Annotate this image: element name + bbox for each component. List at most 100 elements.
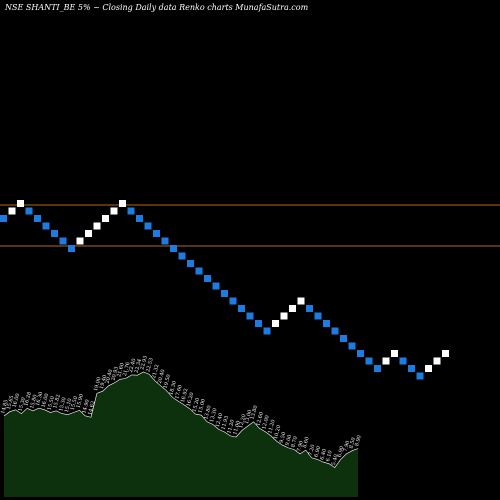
- renko-brick-down: [365, 357, 373, 365]
- volume-data-label: 16.30: [35, 391, 45, 406]
- volume-data-label: 19.00: [93, 377, 103, 392]
- volume-data-label: 14.85: [0, 399, 10, 414]
- renko-brick-down: [229, 297, 237, 305]
- renko-brick-down: [255, 320, 262, 327]
- volume-data-label: 6.10: [325, 450, 334, 462]
- renko-brick-down: [357, 350, 364, 357]
- renko-brick-up: [433, 357, 441, 365]
- volume-data-label: 6.40: [319, 448, 328, 460]
- volume-data-label: 21.76: [122, 362, 132, 377]
- volume-data-label: 11.93: [221, 415, 231, 430]
- renko-brick-down: [178, 252, 186, 260]
- volume-data-label: 9.00: [285, 434, 294, 446]
- renko-brick-up: [85, 230, 92, 237]
- volume-data-label: 13.80: [203, 405, 213, 420]
- volume-data-label: 22.53: [145, 357, 155, 372]
- renko-brick-up: [425, 365, 432, 372]
- volume-data-label: 15.50: [70, 396, 80, 411]
- volume-data-label: 15.65: [6, 395, 16, 410]
- renko-brick-down: [204, 275, 211, 282]
- renko-brick-down: [42, 222, 50, 230]
- volume-data-label: 7.90: [343, 440, 352, 452]
- renko-brick-down: [399, 357, 407, 365]
- renko-brick-down: [59, 237, 67, 245]
- volume-data-label: 7.20: [308, 444, 317, 456]
- renko-brick-down: [348, 342, 356, 350]
- renko-brick-down: [195, 267, 203, 275]
- renko-brick-down: [153, 230, 160, 237]
- renko-brick-up: [289, 305, 296, 312]
- renko-brick-down: [340, 335, 347, 342]
- renko-brick-down: [314, 312, 322, 320]
- renko-bricks: [0, 200, 449, 380]
- renko-brick-down: [374, 365, 381, 372]
- renko-brick-down: [263, 327, 271, 335]
- reference-lines: [0, 204, 500, 247]
- renko-brick-down: [221, 290, 228, 297]
- renko-brick-up: [76, 237, 84, 245]
- renko-brick-down: [170, 245, 177, 252]
- volume-data-label: 22.93: [139, 355, 149, 370]
- volume-data-label: 11.00: [232, 420, 242, 435]
- volume-data-label: 12.40: [215, 413, 225, 428]
- volume-area: 14.8515.6516.0015.3016.2815.8016.3016.00…: [0, 355, 363, 497]
- volume-data-label: 20.40: [105, 369, 115, 384]
- renko-brick-up: [382, 357, 390, 365]
- volume-data-label: 22.40: [128, 358, 138, 373]
- renko-brick-up: [110, 207, 118, 215]
- volume-data-label: 8.50: [348, 437, 357, 449]
- renko-brick-up: [102, 215, 109, 222]
- renko-brick-down: [51, 230, 58, 237]
- volume-data-label: 13.30: [209, 408, 219, 423]
- volume-data-label: 13.80: [250, 405, 260, 420]
- volume-data-label: 15.30: [58, 397, 68, 412]
- volume-data-label: 12.20: [238, 414, 248, 429]
- renko-brick-down: [416, 372, 424, 380]
- volume-data-label: 8.90: [354, 435, 363, 447]
- renko-brick-down: [408, 365, 415, 372]
- chart-title: NSE SHANTI_BE 5% ~ Closing Daily data Re…: [4, 3, 309, 12]
- volume-data-label: 19.50: [163, 374, 173, 389]
- volume-data-label: 7.90: [296, 440, 305, 452]
- renko-brick-up: [17, 200, 24, 207]
- renko-brick-down: [34, 215, 41, 222]
- renko-brick-down: [246, 312, 254, 320]
- volume-data-label: 16.28: [23, 391, 33, 406]
- renko-brick-up: [8, 207, 16, 215]
- renko-brick-down: [161, 237, 169, 245]
- renko-brick-up: [442, 350, 449, 357]
- volume-data-label: 8.70: [290, 436, 299, 448]
- renko-brick-up: [119, 200, 126, 207]
- volume-data-label: 20.40: [157, 369, 167, 384]
- volume-data-label: 21.60: [116, 362, 126, 377]
- renko-brick-down: [25, 207, 33, 215]
- renko-brick-down: [306, 305, 313, 312]
- volume-data-label: 12.00: [261, 415, 271, 430]
- renko-brick-up: [272, 320, 279, 327]
- volume-data-label: 15.90: [76, 393, 86, 408]
- volume-area-line: [3, 371, 359, 469]
- renko-brick-up: [391, 350, 398, 357]
- volume-data-label: 14.90: [81, 399, 91, 414]
- volume-data-label: 9.50: [279, 431, 288, 443]
- renko-brick-down: [144, 222, 152, 230]
- volume-data-label: 15.00: [197, 398, 207, 413]
- volume-data-label: 16.00: [12, 393, 22, 408]
- volume-data-label: 15.20: [192, 397, 202, 412]
- volume-data-label: 19.40: [99, 374, 109, 389]
- volume-data-label: 12.60: [255, 411, 265, 426]
- volume-data-label: 13.00: [244, 409, 254, 424]
- renko-brick-down: [331, 327, 339, 335]
- renko-brick-up: [280, 312, 288, 320]
- volume-data-label: 15.30: [18, 397, 28, 412]
- volume-data-label: 8.60: [302, 436, 311, 448]
- renko-brick-down: [212, 282, 220, 290]
- renko-brick-down: [127, 207, 135, 215]
- volume-data-label: 15.80: [29, 394, 39, 409]
- volume-data-label: 10.20: [273, 425, 283, 440]
- volume-data-label: 15.10: [64, 398, 74, 413]
- renko-brick-down: [323, 320, 330, 327]
- volume-data-label: 16.20: [186, 392, 196, 407]
- volume-data-label: 6.90: [337, 446, 346, 458]
